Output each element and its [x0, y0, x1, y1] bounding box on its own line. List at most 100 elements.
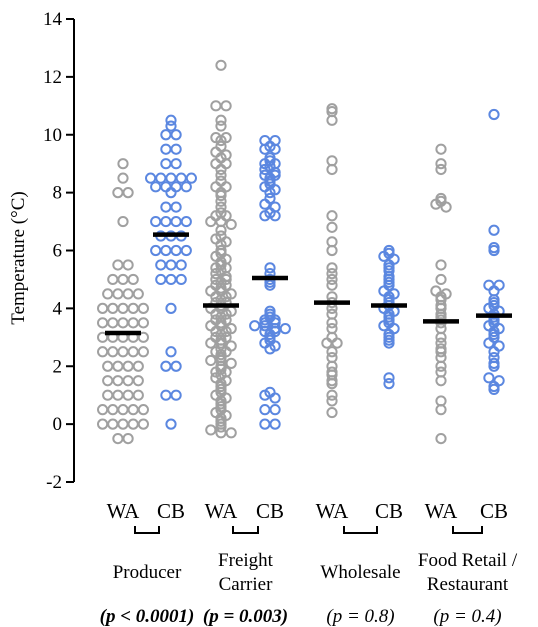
data-point [137, 331, 149, 343]
data-point [264, 279, 276, 291]
data-point [225, 218, 237, 231]
data-point [112, 288, 124, 300]
data-point [117, 215, 129, 228]
data-point [102, 288, 114, 300]
data-point [210, 268, 222, 280]
data-point [259, 143, 271, 155]
data-point [326, 279, 338, 291]
data-point [127, 418, 139, 430]
data-point [388, 323, 400, 335]
data-point [122, 375, 134, 387]
data-point [279, 323, 291, 335]
data-point [112, 259, 124, 271]
data-point [215, 134, 227, 147]
group-label: Producer [113, 562, 182, 583]
data-point [269, 418, 281, 430]
data-point [122, 360, 134, 372]
data-point [488, 360, 500, 372]
data-point [165, 172, 177, 184]
data-point [122, 432, 134, 445]
data-point [326, 262, 338, 274]
data-point [435, 163, 447, 176]
data-point [165, 418, 177, 430]
data-point [435, 273, 447, 286]
data-point [326, 317, 338, 329]
data-point [132, 288, 144, 300]
axes: -2 0 2 4 6 8 10 12 14 [43, 9, 75, 493]
p-value-label: (p = 0.003) [203, 606, 288, 627]
data-point [112, 375, 124, 387]
data-point [383, 378, 395, 390]
data-points [97, 59, 505, 445]
data-point [225, 427, 237, 439]
data-point [220, 181, 232, 193]
x-tick-label: CB [375, 499, 403, 523]
data-point [155, 259, 167, 271]
data-point [165, 302, 177, 314]
data-point [137, 404, 149, 416]
data-point [215, 59, 227, 71]
data-point [378, 320, 390, 332]
y-axis-label: Temperature (°C) [8, 191, 29, 324]
data-point [205, 337, 217, 349]
data-point [127, 404, 139, 416]
data-point [269, 210, 281, 222]
data-point [435, 331, 447, 343]
data-point [170, 181, 182, 193]
data-point [493, 279, 505, 291]
data-point [117, 302, 129, 314]
data-point [170, 129, 182, 141]
y-tick-label: 0 [53, 414, 63, 435]
data-point [388, 253, 400, 265]
data-point [326, 244, 338, 257]
data-point [488, 346, 500, 358]
group-labels: Producer (p < 0.0001) Freight Carrier (p = 0… [100, 526, 518, 627]
data-point [215, 140, 227, 152]
data-point [127, 273, 139, 286]
data-point [107, 317, 119, 329]
x-tick-label: CB [256, 499, 284, 523]
data-point [170, 143, 182, 155]
data-point [137, 302, 149, 314]
data-point [117, 158, 129, 170]
data-point [122, 389, 134, 401]
data-point [175, 273, 187, 286]
data-point [326, 395, 338, 407]
data-point [150, 181, 162, 193]
data-point [326, 221, 338, 233]
data-point [435, 404, 447, 416]
data-point [107, 346, 119, 358]
data-point [170, 215, 182, 228]
data-point [155, 273, 167, 286]
data-point [165, 259, 177, 271]
group-bracket [343, 526, 378, 534]
data-point [488, 108, 500, 121]
data-point [160, 158, 172, 170]
data-point [483, 279, 495, 291]
data-point [215, 201, 227, 213]
data-point [215, 114, 227, 126]
group-label: Carrier [219, 574, 273, 595]
data-point [210, 158, 222, 170]
data-point [112, 187, 124, 199]
data-point [205, 320, 217, 332]
data-point [155, 172, 167, 184]
data-point [97, 331, 109, 343]
y-tick-label: 8 [53, 183, 63, 204]
data-point [132, 389, 144, 401]
data-point [435, 375, 447, 387]
data-point [150, 215, 162, 228]
data-point [326, 114, 338, 126]
data-point [331, 337, 343, 349]
data-point [112, 360, 124, 372]
y-tick-label: -2 [46, 472, 62, 493]
y-tick-label: 6 [53, 241, 63, 262]
data-point [205, 354, 217, 367]
data-point [97, 404, 109, 416]
data-point [160, 181, 172, 193]
data-point [378, 250, 390, 262]
data-point [160, 360, 172, 372]
y-tick-label: 14 [43, 9, 63, 30]
data-point [259, 163, 271, 176]
